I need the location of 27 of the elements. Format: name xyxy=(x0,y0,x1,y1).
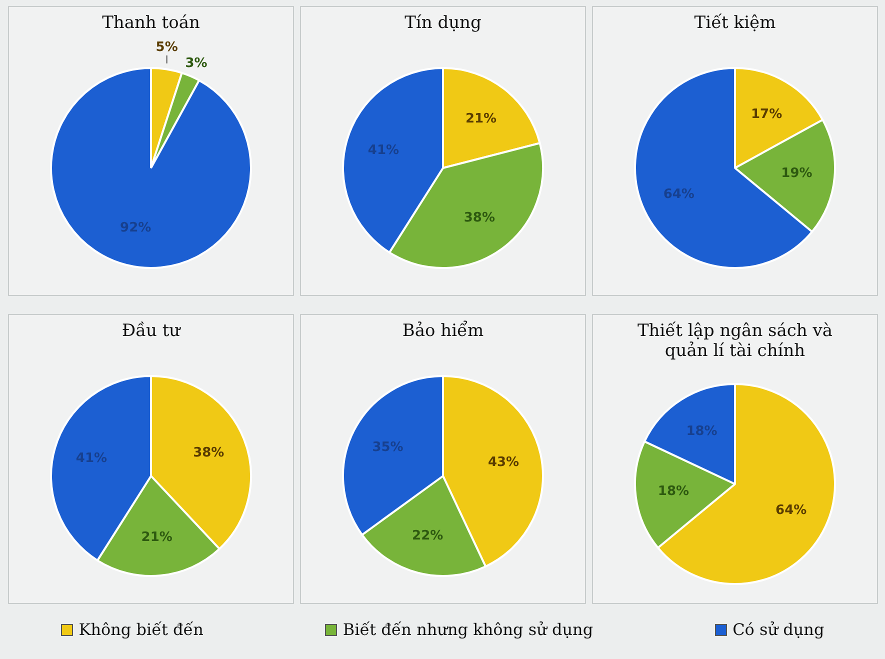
data-label: 22% xyxy=(412,528,444,544)
chart-title: Thiết lập ngân sách và quản lí tài chính xyxy=(636,321,834,361)
data-label: 3% xyxy=(185,56,208,71)
chart-title: Tín dụng xyxy=(404,13,482,33)
data-label: 64% xyxy=(663,186,694,202)
data-label: 35% xyxy=(372,440,404,456)
data-label: 5% xyxy=(156,40,178,55)
legend-label: Biết đến nhưng không sử dụng xyxy=(342,620,594,639)
chart-title: Bảo hiểm xyxy=(401,321,485,341)
data-label: 19% xyxy=(781,166,812,182)
data-label: 64% xyxy=(776,502,807,518)
data-label: 38% xyxy=(464,210,496,226)
data-label: 18% xyxy=(686,424,718,440)
data-label: 18% xyxy=(658,484,690,500)
legend-label: Không biết đến xyxy=(78,620,204,639)
chart-title: Đầu tư xyxy=(120,321,182,341)
data-label: 21% xyxy=(465,111,497,126)
chart-title: Tiết kiệm xyxy=(693,13,777,33)
data-label: 21% xyxy=(141,530,172,546)
data-label: 41% xyxy=(368,143,400,158)
data-label: 43% xyxy=(488,454,520,470)
legend-label: Có sử dụng xyxy=(732,620,824,639)
data-label: 38% xyxy=(193,446,224,461)
data-label: 92% xyxy=(120,220,152,236)
data-label: 17% xyxy=(751,107,782,122)
data-label: 41% xyxy=(76,451,108,466)
chart-title: Thanh toán xyxy=(101,13,201,33)
